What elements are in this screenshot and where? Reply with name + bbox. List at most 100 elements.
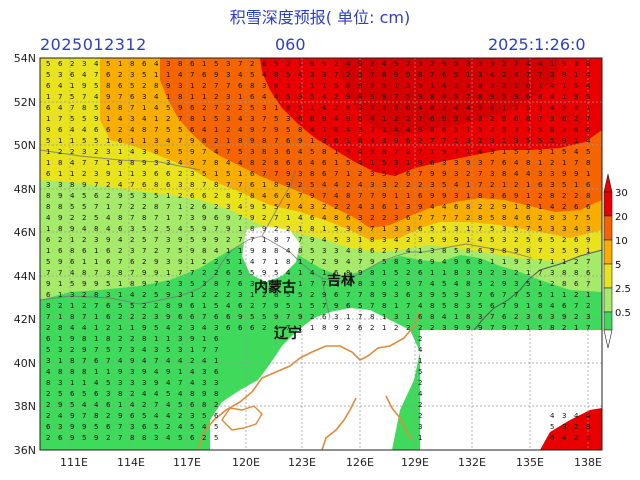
station-value-mark: 4 — [574, 225, 579, 233]
station-value-mark: 1 — [406, 313, 410, 321]
station-value-mark: 9 — [442, 60, 446, 68]
station-value-mark: 5 — [526, 236, 530, 244]
station-value-mark: 9 — [298, 137, 302, 145]
korea-snow-patch — [540, 408, 602, 450]
station-value-mark: 1 — [214, 357, 218, 365]
station-value-mark: 1 — [430, 269, 434, 277]
station-value-mark: 1 — [406, 192, 410, 200]
station-value-mark: 1 — [574, 137, 578, 145]
station-value-mark: 2 — [46, 401, 50, 409]
station-value-mark: 8 — [502, 214, 506, 222]
station-value-mark: 1 — [394, 302, 398, 310]
station-value-mark: 9 — [58, 214, 62, 222]
station-value-mark: 8 — [70, 181, 74, 189]
station-value-mark: 9 — [178, 302, 182, 310]
station-value-mark: 3 — [106, 269, 110, 277]
station-value-mark: 3 — [190, 214, 194, 222]
station-value-mark: 2 — [142, 401, 146, 409]
station-value-mark: 3 — [142, 93, 146, 101]
station-value-mark: 7 — [286, 313, 290, 321]
lat-label: 36N — [14, 444, 36, 457]
station-value-mark: 2 — [418, 401, 422, 409]
station-value-mark: 8 — [46, 203, 50, 211]
station-value-mark: 6 — [550, 126, 555, 134]
station-value-mark: 2 — [46, 412, 50, 420]
station-value-mark: 7 — [586, 258, 590, 266]
station-value-mark: 9 — [298, 313, 302, 321]
lon-axis-labels: 111E 114E 117E 120E 123E 126E 129E 132E … — [60, 456, 602, 469]
station-value-mark: 8 — [190, 115, 194, 123]
station-value-mark: 7 — [202, 181, 206, 189]
station-value-mark: 9 — [178, 258, 182, 266]
station-value-mark: 4 — [430, 203, 435, 211]
station-value-mark: 6 — [322, 313, 327, 321]
station-value-mark: 6 — [118, 137, 123, 145]
station-value-mark: 2 — [286, 225, 290, 233]
station-value-mark: 4 — [430, 280, 435, 288]
station-value-mark: 7 — [406, 302, 410, 310]
station-value-mark: 2 — [406, 324, 410, 332]
station-value-mark: 9 — [274, 126, 278, 134]
station-value-mark: 4 — [70, 192, 75, 200]
station-value-mark: 5 — [286, 126, 290, 134]
station-value-mark: 2 — [406, 269, 410, 277]
station-value-mark: 3 — [226, 71, 230, 79]
station-value-mark: 5 — [274, 115, 278, 123]
station-value-mark: 9 — [106, 236, 110, 244]
station-value-mark: 5 — [214, 434, 218, 442]
station-value-mark: 3 — [94, 170, 98, 178]
station-value-mark: 1 — [298, 258, 302, 266]
station-value-mark: 6 — [106, 126, 111, 134]
station-value-mark: 6 — [442, 71, 447, 79]
station-value-mark: 3 — [142, 170, 146, 178]
station-value-mark: 5 — [274, 60, 278, 68]
station-value-mark: 6 — [118, 82, 123, 90]
station-value-mark: 1 — [574, 324, 578, 332]
station-value-mark: 1 — [154, 115, 158, 123]
station-value-mark: 5 — [202, 170, 206, 178]
station-value-mark: 6 — [298, 115, 303, 123]
station-value-mark: 8 — [550, 192, 554, 200]
station-value-mark: 1 — [298, 269, 302, 277]
station-value-mark: 4 — [178, 71, 183, 79]
station-value-mark: 8 — [274, 181, 278, 189]
station-value-mark: 2 — [202, 269, 206, 277]
station-value-mark: 5 — [358, 302, 362, 310]
station-value-mark: 3 — [130, 423, 134, 431]
station-value-mark: 1 — [190, 291, 194, 299]
station-value-mark: 7 — [142, 247, 146, 255]
station-value-mark: 7 — [190, 269, 194, 277]
station-value-mark: 8 — [562, 280, 566, 288]
station-value-mark: 2 — [106, 192, 110, 200]
station-value-mark: 6 — [586, 269, 591, 277]
station-value-mark: 4 — [178, 225, 183, 233]
station-value-mark: 8 — [202, 137, 206, 145]
station-value-mark: 3 — [202, 280, 206, 288]
station-value-mark: 5 — [526, 291, 530, 299]
station-value-mark: 3 — [226, 60, 230, 68]
station-value-mark: 1 — [82, 379, 86, 387]
lat-label: 54N — [14, 52, 36, 65]
station-value-mark: 3 — [346, 236, 350, 244]
station-value-mark: 7 — [358, 291, 362, 299]
station-value-mark: 9 — [454, 324, 458, 332]
station-value-mark: 4 — [334, 181, 339, 189]
station-value-mark: 3 — [502, 225, 506, 233]
station-value-mark: 8 — [394, 258, 398, 266]
station-value-mark: 9 — [142, 269, 146, 277]
station-value-mark: 5 — [346, 148, 350, 156]
station-value-mark: 1 — [46, 115, 50, 123]
station-value-mark: 4 — [418, 104, 423, 112]
station-value-mark: 6 — [214, 412, 219, 420]
station-value-mark: 1 — [118, 280, 122, 288]
station-value-mark: 5 — [298, 291, 302, 299]
station-value-mark: 4 — [190, 368, 195, 376]
station-value-mark: 1 — [202, 60, 206, 68]
station-value-mark: 9 — [382, 93, 386, 101]
station-value-mark: 6 — [418, 192, 423, 200]
station-value-mark: 9 — [310, 192, 314, 200]
station-value-mark: 1 — [46, 225, 50, 233]
station-value-mark: 4 — [394, 126, 399, 134]
station-value-mark: 1 — [334, 148, 338, 156]
station-value-mark: 5 — [538, 137, 542, 145]
